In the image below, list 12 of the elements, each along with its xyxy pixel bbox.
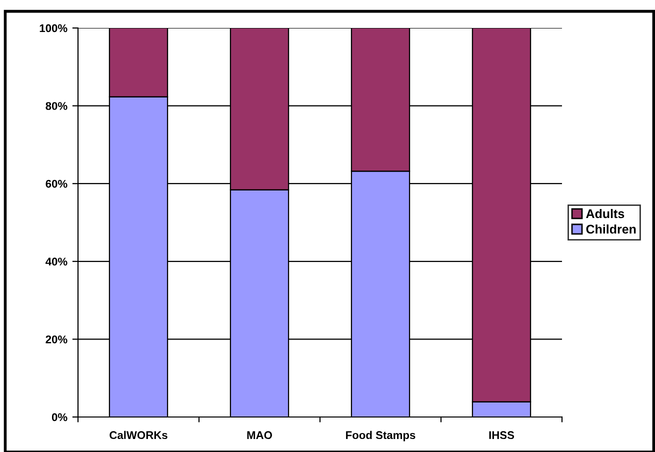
x-tick-label: Food Stamps [346, 430, 416, 442]
legend-label: Children [586, 224, 636, 234]
y-tick-label: 20% [46, 335, 68, 344]
y-tick-label: 100% [40, 24, 68, 32]
y-tick-label: 60% [46, 180, 68, 188]
y-tick-label: 0% [52, 413, 68, 422]
y-tick-label: 40% [46, 258, 68, 266]
x-tick-label: CalWORKs [110, 430, 168, 440]
x-tick-label: IHSS [489, 431, 514, 440]
y-tick-label: 80% [46, 102, 68, 110]
x-tick-label: MAO [247, 431, 272, 440]
legend-label: Adults [586, 208, 624, 218]
